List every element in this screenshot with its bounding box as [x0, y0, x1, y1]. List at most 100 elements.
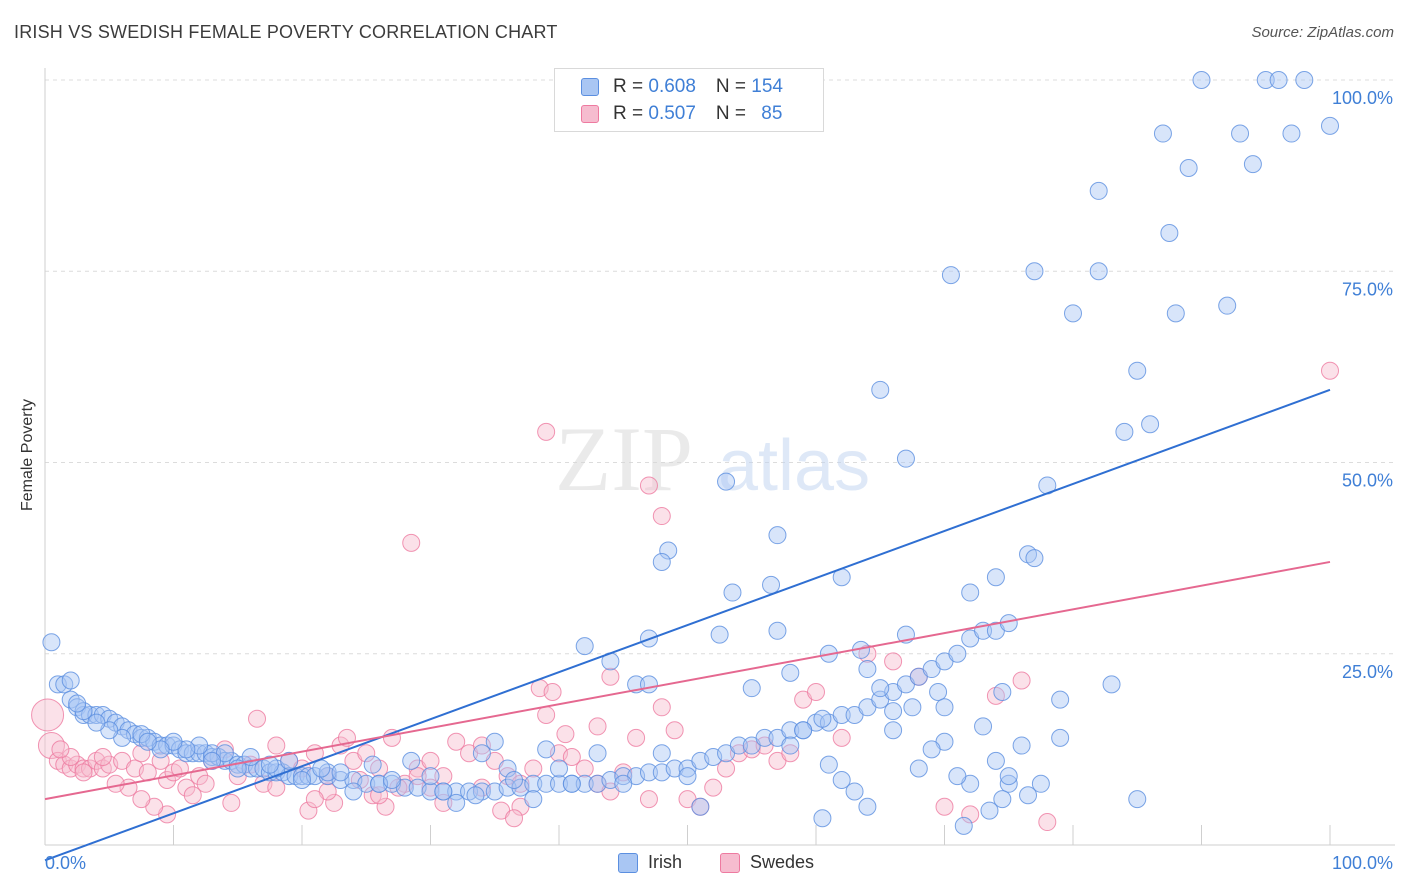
irish-point [832, 705, 851, 724]
irish-point [485, 732, 504, 751]
swedes-point [299, 801, 318, 820]
irish-n-value: 154 [751, 76, 783, 97]
swedes-point [51, 740, 70, 759]
swedes-trend-line [44, 560, 1331, 801]
swedes-point [325, 793, 344, 812]
irish-point [941, 266, 960, 285]
irish-point [293, 770, 311, 789]
swedes-points [31, 361, 1339, 832]
irish-point [1179, 158, 1198, 177]
irish-r-label: R = [613, 76, 649, 97]
legend-item-irish[interactable]: Irish [618, 852, 682, 873]
watermark: ZIP atlas [555, 408, 870, 510]
irish-point [1231, 124, 1250, 143]
irish-point [999, 767, 1018, 786]
swedes-point [183, 786, 202, 805]
swedes-point [704, 778, 723, 797]
watermark-zip: ZIP [555, 408, 693, 510]
irish-point [993, 790, 1012, 809]
swedes-point [74, 763, 93, 782]
swedes-legend-label: Swedes [750, 852, 815, 872]
irish-point [421, 767, 440, 786]
x-tick-label: 100.0% [1332, 853, 1393, 873]
irish-point [1012, 736, 1031, 755]
irish-point [1031, 774, 1050, 793]
irish-point [884, 721, 903, 740]
irish-point [575, 637, 594, 656]
swedes-point [588, 717, 607, 736]
irish-point [74, 702, 93, 721]
swedes-point [884, 652, 903, 671]
swedes-point [248, 709, 267, 728]
irish-point [1256, 71, 1275, 89]
irish-point [68, 694, 87, 713]
irish-point [710, 625, 729, 644]
irish-point [794, 721, 813, 740]
swedes-point [562, 748, 581, 767]
irish-point [1051, 728, 1070, 747]
irish-point [138, 732, 157, 751]
irish-point [1051, 690, 1070, 709]
tick-labels: 25.0% 50.0% 75.0% 100.0% 0.0% 100.0% [45, 88, 1393, 873]
legend-item-swedes[interactable]: Swedes [720, 852, 814, 873]
irish-point [980, 801, 999, 820]
irish-point [421, 782, 440, 801]
irish-point [550, 759, 568, 778]
irish-point [832, 770, 851, 789]
swedes-point [363, 786, 382, 805]
swedes-point [196, 774, 215, 793]
swedes-point [222, 793, 241, 812]
swedes-point [717, 759, 736, 778]
irish-point [845, 782, 864, 801]
irish-point [954, 816, 973, 835]
irish-point [813, 809, 832, 828]
irish-point [562, 774, 581, 793]
irish-point [986, 568, 1005, 587]
irish-point [755, 728, 774, 747]
irish-point [472, 744, 491, 763]
swedes-point [61, 748, 80, 767]
irish-point [344, 782, 363, 801]
irish-point [1025, 549, 1044, 568]
swedes-point [1012, 671, 1031, 690]
swedes-point [935, 797, 954, 816]
irish-point [1153, 124, 1172, 143]
irish-point [1282, 124, 1301, 143]
y-tick-label: 75.0% [1342, 279, 1393, 299]
swedes-point [305, 790, 324, 809]
irish-point [871, 380, 890, 399]
swedes-point [421, 751, 440, 770]
source-label: Source: ZipAtlas.com [1251, 24, 1394, 41]
y-tick-label: 50.0% [1342, 471, 1393, 491]
swedes-point [639, 476, 658, 495]
irish-point [1218, 296, 1237, 315]
irish-point [691, 797, 710, 816]
watermark-atlas: atlas [718, 426, 870, 506]
irish-point [858, 660, 877, 679]
swedes-point [1038, 813, 1057, 832]
legend-row-irish: R = 0.608 N = 154 [581, 75, 783, 99]
swedes-r-value: 0.507 [648, 103, 696, 124]
irish-point [768, 621, 787, 640]
irish-point [1243, 155, 1262, 174]
irish-point [871, 679, 890, 698]
swedes-point [177, 778, 196, 797]
irish-point [537, 774, 556, 793]
irish-point [1089, 181, 1108, 200]
legend-row-swedes: R = 0.507 N = 85 [581, 102, 782, 126]
swedes-point [665, 721, 684, 740]
irish-point [639, 675, 658, 694]
irish-point [884, 702, 903, 721]
axes [44, 68, 1395, 846]
irish-point [819, 755, 838, 774]
series-legend: Irish Swedes [0, 852, 1406, 878]
irish-point [948, 644, 967, 663]
irish-point [447, 793, 466, 812]
irish-point [948, 767, 967, 786]
irish-point [280, 751, 299, 770]
irish-point [1102, 675, 1121, 694]
swedes-point [31, 698, 65, 732]
irish-point [466, 786, 485, 805]
swedes-point [402, 533, 421, 552]
